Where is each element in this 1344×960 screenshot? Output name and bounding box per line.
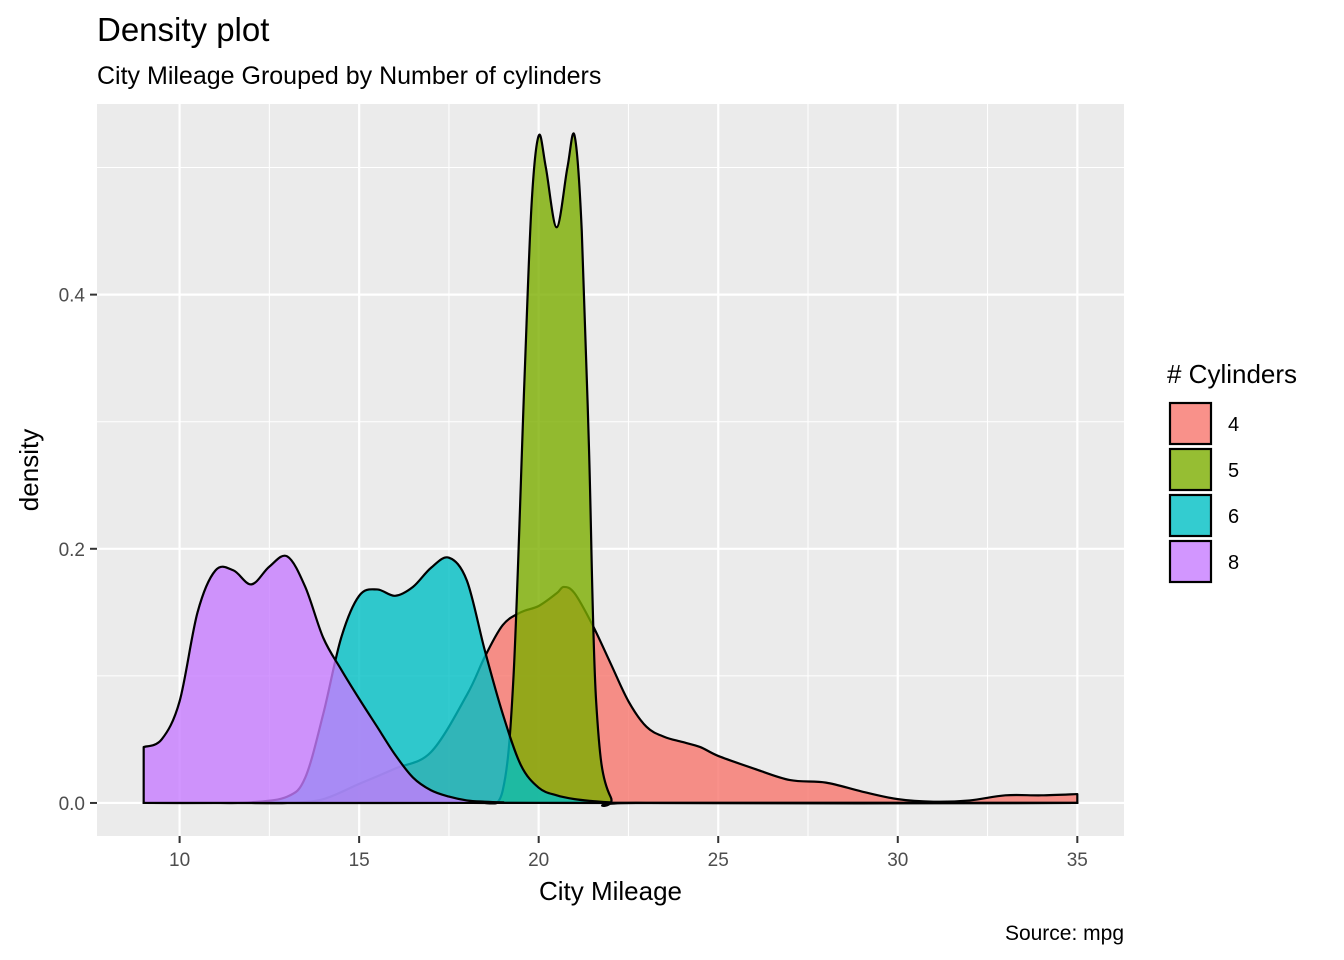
x-tick-label: 10 (169, 850, 190, 871)
density-areas (142, 132, 1079, 807)
y-axis-title: density (14, 429, 44, 511)
x-tick-label: 35 (1067, 850, 1088, 871)
legend-label-5: 5 (1228, 460, 1239, 482)
legend-key-5 (1168, 447, 1213, 492)
x-axis-title: City Mileage (539, 876, 682, 906)
chart-subtitle: City Mileage Grouped by Number of cylind… (97, 62, 601, 90)
y-tick-label: 0.4 (59, 286, 86, 307)
legend-label-8: 8 (1228, 552, 1239, 574)
x-tick-label: 15 (349, 850, 370, 871)
x-tick-label: 25 (708, 850, 729, 871)
y-tick-label: 0.0 (59, 794, 85, 815)
chart-title: Density plot (97, 11, 269, 48)
legend-label-6: 6 (1228, 506, 1239, 528)
legend-label-4: 4 (1228, 414, 1239, 436)
x-tick-label: 20 (528, 850, 549, 871)
legend-key-6 (1168, 493, 1213, 538)
legend-key-8 (1168, 539, 1213, 584)
density-area-8 (142, 554, 1079, 805)
x-tick-label: 30 (887, 850, 908, 871)
legend: # Cylinders 4 5 6 8 (1167, 359, 1297, 584)
legend-key-4 (1168, 401, 1213, 446)
legend-title: # Cylinders (1167, 359, 1297, 389)
caption: Source: mpg (1005, 922, 1124, 945)
y-tick-label: 0.2 (59, 540, 85, 561)
x-axis-ticks: 10 15 20 25 30 35 (169, 836, 1088, 871)
y-axis-ticks: 0.0 0.2 0.4 (59, 286, 97, 815)
